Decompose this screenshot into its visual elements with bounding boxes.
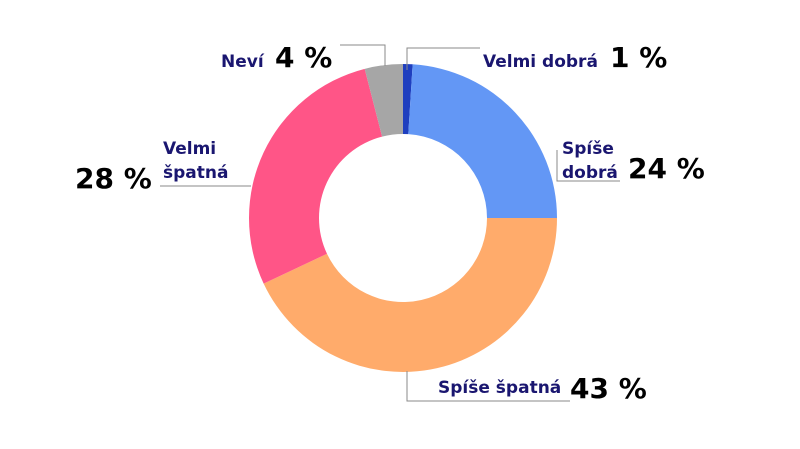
slice-labels: Velmi dobrá 1 % Spíše dobrá 24 % Spíše špatná… (75, 41, 705, 405)
value-spise-spatna: 43 % (570, 372, 647, 405)
leader-line-nevi (340, 44, 386, 66)
leader-line-velmi-dobra (406, 47, 480, 70)
value-velmi-spatna: 28 % (75, 162, 152, 195)
slice-velmi-dobra (403, 64, 413, 135)
value-velmi-dobra: 1 % (610, 41, 667, 74)
label-spise-dobra-line-2: dobrá (562, 163, 618, 183)
label-velmi-spatna-line-2: špatná (163, 163, 228, 183)
slice-velmi-spatna (248, 68, 383, 284)
label-nevi-line-1: Neví (221, 52, 265, 72)
leader-line-spise-dobra (556, 150, 620, 182)
slice-spise-spatna (263, 218, 557, 372)
value-nevi: 4 % (275, 41, 332, 74)
leader-lines (160, 44, 620, 402)
label-spise-dobra-line-1: Spíše (562, 139, 614, 159)
leader-line-spise-spatna (406, 371, 570, 402)
value-spise-dobra: 24 % (628, 152, 705, 185)
label-spise-spatna-line-1: Spíše špatná (438, 378, 561, 398)
donut-slices (248, 64, 557, 372)
slice-nevi (364, 64, 403, 137)
label-velmi-spatna-line-1: Velmi (163, 139, 216, 159)
slice-spise-dobra (408, 64, 557, 218)
label-velmi-dobra-line-1: Velmi dobrá (483, 52, 598, 72)
